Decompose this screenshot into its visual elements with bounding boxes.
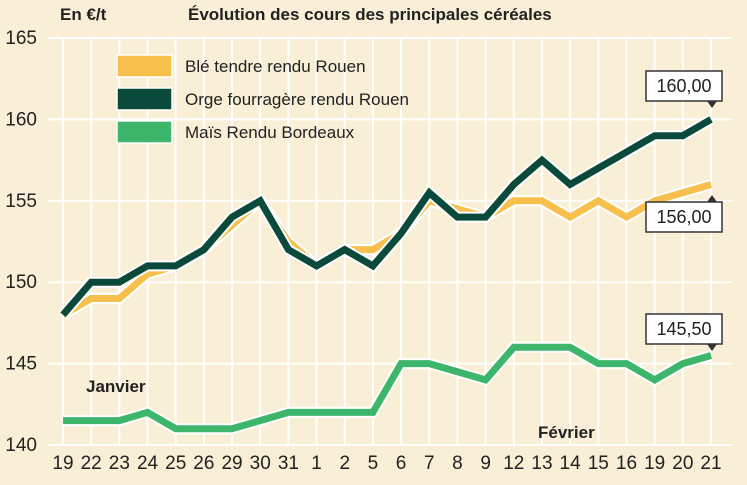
x-tick-label: 24	[137, 453, 159, 474]
y-tick-label: 150	[5, 272, 37, 293]
x-tick-label: 22	[81, 453, 102, 474]
legend-label: Maïs Rendu Bordeaux	[185, 123, 355, 142]
value-callout-pointer	[707, 195, 717, 202]
y-axis-ticks: 140 145 150 155 160 165	[5, 28, 37, 456]
legend-label: Blé tendre rendu Rouen	[185, 57, 366, 76]
x-tick-label: 9	[480, 453, 491, 474]
x-tick-label: 30	[250, 453, 271, 474]
period-label: Février	[538, 423, 595, 442]
end-value-callouts: 156,00 160,00 145,50	[645, 70, 723, 351]
value-callout-box	[645, 201, 723, 233]
legend-swatch	[116, 54, 173, 78]
value-callout-box	[645, 313, 723, 345]
x-tick-label: 20	[672, 453, 693, 474]
legend-swatch	[116, 87, 173, 111]
y-tick-label: 155	[5, 191, 37, 212]
x-tick-label: 15	[588, 453, 609, 474]
x-tick-label: 19	[644, 453, 665, 474]
value-callout-label: 156,00	[656, 207, 711, 227]
x-tick-label: 29	[221, 453, 242, 474]
value-callout-pointer	[707, 344, 717, 351]
x-tick-label: 8	[452, 453, 463, 474]
value-callout-pointer	[707, 101, 717, 108]
x-tick-label: 31	[278, 453, 299, 474]
y-tick-label: 145	[5, 354, 37, 375]
series-line	[63, 343, 712, 433]
value-callout-label: 145,50	[656, 319, 711, 339]
x-tick-label: 25	[165, 453, 186, 474]
x-tick-label: 26	[193, 453, 214, 474]
x-tick-label: 5	[368, 453, 379, 474]
x-tick-label: 16	[616, 453, 637, 474]
y-tick-label: 165	[5, 28, 37, 49]
period-labels: Janvier Février	[86, 377, 595, 442]
y-unit-label: En €/t	[60, 5, 107, 24]
legend-swatch	[116, 120, 173, 144]
x-tick-label: 7	[424, 453, 435, 474]
x-tick-label: 21	[700, 453, 721, 474]
value-callout-label: 160,00	[656, 76, 711, 96]
x-tick-label: 12	[503, 453, 524, 474]
series-line	[60, 116, 713, 318]
y-tick-label: 160	[5, 109, 37, 130]
x-tick-label: 19	[52, 453, 73, 474]
chart-title: Évolution des cours des principales céré…	[188, 5, 552, 24]
x-tick-label: 1	[311, 453, 322, 474]
x-tick-label: 6	[396, 453, 407, 474]
period-label: Janvier	[86, 377, 146, 396]
value-callout-box	[645, 70, 723, 102]
x-tick-label: 14	[560, 453, 582, 474]
y-tick-label: 140	[5, 435, 37, 456]
x-axis-ticks: 19 22 23 24 25 26 29 30 31 1 2 5 6 7 8 9 12 13 14 15 16 19 20 2…	[52, 453, 721, 474]
x-tick-label: 13	[531, 453, 552, 474]
legend: Blé tendre rendu Rouen Orge fourragère re…	[116, 54, 409, 144]
series-lines	[58, 114, 714, 435]
legend-label: Orge fourragère rendu Rouen	[185, 90, 409, 109]
x-tick-label: 23	[109, 453, 130, 474]
x-tick-label: 2	[339, 453, 350, 474]
